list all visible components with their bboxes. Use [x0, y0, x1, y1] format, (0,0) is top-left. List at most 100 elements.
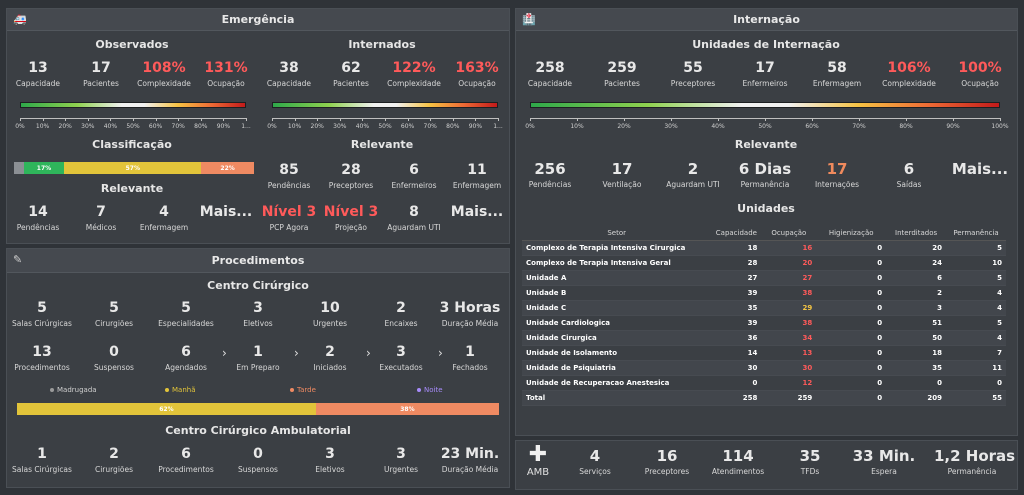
stat-relR-row2-3[interactable]: Mais...: [442, 204, 512, 223]
stat-relR-row1-1: 28 Preceptores: [316, 162, 386, 190]
stat-ui-stats-5: 106% Complexidade: [873, 60, 945, 88]
column-header[interactable]: Interditados: [886, 226, 947, 241]
stat-ui-stats-4: 58 Enfermagem: [801, 60, 873, 88]
column-header[interactable]: Setor: [522, 226, 712, 241]
stat-cc-row2-5: 3 Executados: [365, 344, 437, 372]
chevron-right-icon: ›: [294, 346, 299, 360]
emergencia-header: 🚑 Emergência: [7, 9, 509, 31]
table-cell: 7: [946, 345, 1006, 361]
stat-label: Aguardam UTI: [387, 223, 441, 232]
table-cell: 30: [711, 360, 762, 376]
stat-label: Salas Cirúrgicas: [12, 465, 72, 474]
table-row[interactable]: Unidade de Psiquiatria 30 30 0 35 11: [522, 360, 1006, 376]
table-cell: 0: [816, 270, 887, 286]
stat-obs-stats-2: 108% Complexidade: [129, 60, 199, 88]
table-row[interactable]: Total 258 259 0 209 55: [522, 390, 1006, 406]
chevron-right-icon: ›: [438, 346, 443, 360]
tick-label: 30%: [664, 123, 678, 130]
tick-label: 70%: [852, 123, 866, 130]
tick-label: 20%: [58, 123, 72, 130]
column-header[interactable]: Permanência: [946, 226, 1006, 241]
tick-label: 50%: [126, 123, 140, 130]
stat-value: 6: [181, 446, 191, 462]
stat-label: Enfermagem: [139, 223, 189, 232]
stat-value: 33 Min.: [852, 447, 916, 465]
stat-label: Eletivos: [243, 319, 273, 328]
stat-label: Capacidade: [527, 79, 573, 88]
internados-title: Internados: [348, 38, 416, 51]
medical-cross-icon: ✚: [528, 442, 548, 467]
stat-obs-stats-0: 13 Capacidade: [3, 60, 73, 88]
stat-value: 2: [109, 446, 119, 462]
stat-cc-row1-1: 5 Cirurgiões: [78, 300, 150, 328]
table-cell: 18: [711, 240, 762, 256]
stat-label: Enfermagem: [452, 181, 502, 190]
table-cell: 14: [711, 345, 762, 361]
table-cell: 0: [946, 375, 1006, 391]
stat-label: Pacientes: [83, 79, 119, 88]
table-row[interactable]: Unidade Cirurgica 36 34 0 50 4: [522, 330, 1006, 346]
column-header[interactable]: Higienização: [816, 226, 887, 241]
procedimentos-header: ✎ Procedimentos: [7, 249, 509, 273]
table-cell: 35: [886, 360, 947, 376]
stat-amb-row-0: 1 Salas Cirúrgicas: [6, 446, 78, 474]
stat-relL-stats-3[interactable]: Mais...: [191, 204, 261, 223]
amb-label: AMB: [526, 467, 550, 478]
table-cell: 0: [816, 315, 887, 331]
table-cell: 34: [761, 330, 817, 346]
stat-value: 16: [656, 447, 678, 465]
stat-ui-stats-0: 258 Capacidade: [514, 60, 586, 88]
table-row[interactable]: Complexo de Terapia Intensiva Geral 28 20 0…: [522, 255, 1006, 271]
legend-2: Tarde: [290, 386, 316, 394]
table-row[interactable]: Unidade B 39 38 0 2 4: [522, 285, 1006, 301]
stat-value: Nível 3: [323, 204, 379, 220]
stat-value: 122%: [392, 60, 436, 76]
table-cell: 6: [886, 270, 947, 286]
stat-cc-row2-3: 1 Em Preparo: [222, 344, 294, 372]
column-header[interactable]: Ocupação: [761, 226, 817, 241]
stat-amb-row-1: 2 Cirurgiões: [78, 446, 150, 474]
table-cell: 27: [761, 270, 817, 286]
table-cell: 38: [761, 285, 817, 301]
table-row[interactable]: Unidade A 27 27 0 6 5: [522, 270, 1006, 286]
stat-ui-stats-3: 17 Enfermeiros: [729, 60, 801, 88]
bar-segment: 62%: [17, 403, 316, 415]
table-row[interactable]: Unidade de Isolamento 14 13 0 18 7: [522, 345, 1006, 361]
relevante-left-title: Relevante: [100, 182, 164, 195]
tick-label: 90%: [216, 123, 231, 130]
table-row[interactable]: Unidade Cardiologica 39 38 0 51 5: [522, 315, 1006, 331]
stat-value: 2: [325, 344, 335, 360]
stat-value: 8: [409, 204, 419, 220]
table-row[interactable]: Complexo de Terapia Intensiva Cirurgica 1…: [522, 240, 1006, 256]
table-cell: Unidade B: [522, 285, 712, 301]
tick-label: 60%: [400, 123, 415, 130]
stat-value: 256: [534, 160, 566, 178]
tick-label: 100%: [991, 123, 1009, 130]
internacao-gauge: [530, 102, 1000, 108]
stat-relR-row1-0: 85 Pendências: [254, 162, 324, 190]
stat-label: Enfermeiros: [742, 79, 788, 88]
stat-int-stats-2: 122% Complexidade: [379, 60, 449, 88]
stat-value: 5: [181, 300, 191, 316]
emergencia-panel: 🚑 Emergência: [6, 8, 510, 244]
amb-button[interactable]: ✚ AMB: [520, 443, 556, 487]
internacao-relevante-title: Relevante: [734, 138, 798, 151]
stat-relR-row1-3: 11 Enfermagem: [442, 162, 512, 190]
table-cell: 24: [886, 255, 947, 271]
stat-relL-stats-0: 14 Pendências: [3, 204, 73, 232]
stat-value: 3: [325, 446, 335, 462]
stat-value: 13: [28, 60, 48, 76]
table-row[interactable]: Unidade de Recuperacao Anestesica 0 12 0 0 0: [522, 375, 1006, 391]
table-cell: 0: [816, 240, 887, 256]
table-cell: Total: [522, 390, 712, 406]
stat-label: Em Preparo: [236, 363, 280, 372]
stat-label: Espera: [871, 467, 897, 476]
table-cell: 10: [946, 255, 1006, 271]
stat-ir-stats-4: 17 Internações: [801, 161, 873, 189]
table-cell: 16: [761, 240, 817, 256]
stat-value: 6: [181, 344, 191, 360]
stat-ir-stats-6[interactable]: Mais...: [944, 161, 1016, 180]
column-header[interactable]: Capacidade: [711, 226, 762, 241]
table-row[interactable]: Unidade C 35 29 0 3 4: [522, 300, 1006, 316]
internacao-title: Internação: [733, 13, 800, 26]
